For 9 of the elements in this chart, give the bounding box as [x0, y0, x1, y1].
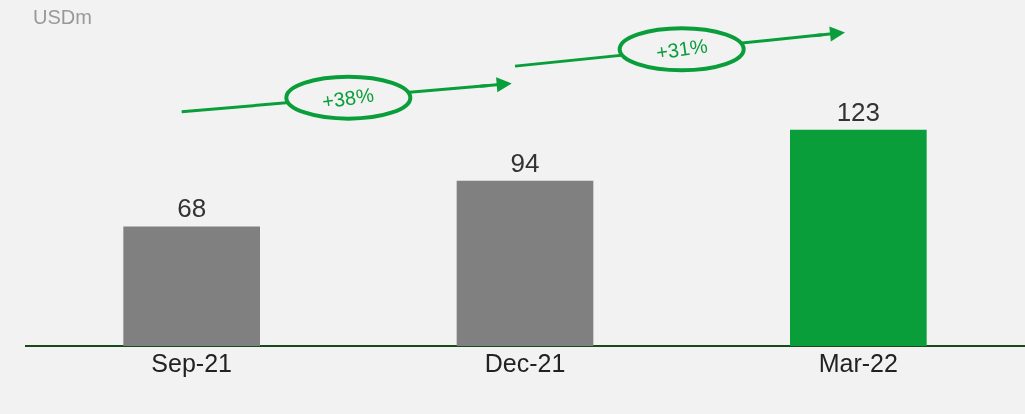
data-label: 68 — [177, 193, 207, 224]
data-label: 94 — [510, 147, 540, 178]
text: USDm — [33, 6, 92, 28]
x-tick-label: Sep-21 — [151, 349, 232, 377]
x-tick-label: Dec-21 — [484, 349, 566, 377]
data-label: 123 — [836, 96, 881, 127]
text: +31% — [654, 34, 710, 64]
x-tick-label: Mar-22 — [818, 349, 898, 377]
text: +38% — [320, 83, 376, 113]
